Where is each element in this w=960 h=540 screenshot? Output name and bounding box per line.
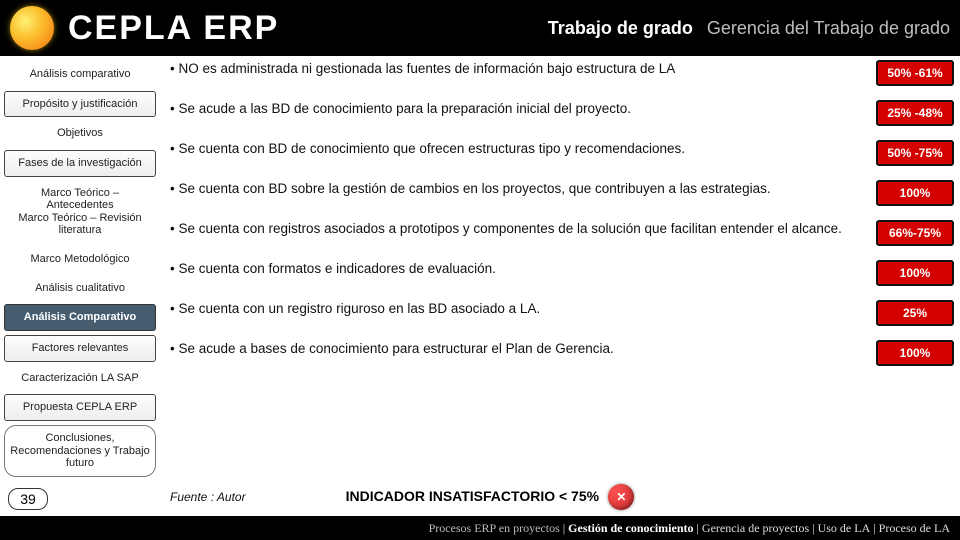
content-row: Se cuenta con formatos e indicadores de … xyxy=(170,260,954,286)
row-badge: 100% xyxy=(876,340,954,366)
logo-icon xyxy=(10,6,54,50)
header-subtitle-1: Trabajo de grado xyxy=(548,18,693,39)
header-subtitle-2: Gerencia del Trabajo de grado xyxy=(707,18,950,39)
row-text: Se acude a las BD de conocimiento para l… xyxy=(170,100,862,118)
footer: Procesos ERP en proyectos | Gestión de c… xyxy=(0,516,960,540)
brand-title: CEPLA ERP xyxy=(68,9,279,48)
main-content: NO es administrada ni gestionada las fue… xyxy=(160,56,960,516)
row-text: Se cuenta con BD sobre la gestión de cam… xyxy=(170,180,862,198)
content-row: NO es administrada ni gestionada las fue… xyxy=(170,60,954,86)
sidebar-item-marco-metodologico[interactable]: Marco Metodológico xyxy=(4,247,156,272)
sidebar-item-analisis-comparativo-top[interactable]: Análisis comparativo xyxy=(4,62,156,87)
content-row: Se cuenta con BD sobre la gestión de cam… xyxy=(170,180,954,206)
sidebar-item-analisis-comparativo-active[interactable]: Análisis Comparativo xyxy=(4,304,156,331)
row-badge: 50% -75% xyxy=(876,140,954,166)
sidebar-item-conclusiones[interactable]: Conclusiones, Recomendaciones y Trabajo … xyxy=(4,425,156,477)
row-badge: 100% xyxy=(876,180,954,206)
row-badge: 25% -48% xyxy=(876,100,954,126)
sidebar-item-propuesta[interactable]: Propuesta CEPLA ERP xyxy=(4,394,156,421)
sidebar-item-fases[interactable]: Fases de la investigación xyxy=(4,150,156,177)
footer-active: Gestión de conocimiento xyxy=(568,521,693,536)
row-badge: 50% -61% xyxy=(876,60,954,86)
sidebar-item-analisis-cualitativo[interactable]: Análisis cualitativo xyxy=(4,276,156,301)
content-row: Se acude a las BD de conocimiento para l… xyxy=(170,100,954,126)
row-text: NO es administrada ni gestionada las fue… xyxy=(170,60,862,78)
content-row: Se cuenta con BD de conocimiento que ofr… xyxy=(170,140,954,166)
footer-item: Gerencia de proyectos xyxy=(702,521,809,536)
row-badge: 66%-75% xyxy=(876,220,954,246)
row-text: Se acude a bases de conocimiento para es… xyxy=(170,340,862,358)
sidebar-item-marco-teorico[interactable]: Marco Teórico – Antecedentes Marco Teóri… xyxy=(4,181,156,244)
row-text: Se cuenta con registros asociados a prot… xyxy=(170,220,862,238)
row-badge: 100% xyxy=(876,260,954,286)
footer-item: Proceso de LA xyxy=(879,521,950,536)
source-label: Fuente : Autor xyxy=(170,490,246,504)
content-row: Se cuenta con un registro riguroso en la… xyxy=(170,300,954,326)
content-row: Se acude a bases de conocimiento para es… xyxy=(170,340,954,366)
page-number: 39 xyxy=(8,488,48,510)
content-row: Se cuenta con registros asociados a prot… xyxy=(170,220,954,246)
row-badge: 25% xyxy=(876,300,954,326)
sidebar: Análisis comparativo Propósito y justifi… xyxy=(0,56,160,516)
footer-item: Uso de LA xyxy=(818,521,871,536)
header: CEPLA ERP Trabajo de grado Gerencia del … xyxy=(0,0,960,56)
indicator-row: Fuente : Autor INDICADOR INSATISFACTORIO… xyxy=(170,484,954,510)
footer-prefix: Procesos ERP en proyectos xyxy=(429,521,560,536)
sidebar-item-objetivos[interactable]: Objetivos xyxy=(4,121,156,146)
error-icon: ✕ xyxy=(608,484,634,510)
sidebar-item-proposito[interactable]: Propósito y justificación xyxy=(4,91,156,118)
row-text: Se cuenta con un registro riguroso en la… xyxy=(170,300,862,318)
indicator-label: INDICADOR INSATISFACTORIO < 75% xyxy=(346,488,599,504)
row-text: Se cuenta con formatos e indicadores de … xyxy=(170,260,862,278)
sidebar-item-factores[interactable]: Factores relevantes xyxy=(4,335,156,362)
row-text: Se cuenta con BD de conocimiento que ofr… xyxy=(170,140,862,158)
sidebar-item-caracterizacion[interactable]: Caracterización LA SAP xyxy=(4,366,156,391)
